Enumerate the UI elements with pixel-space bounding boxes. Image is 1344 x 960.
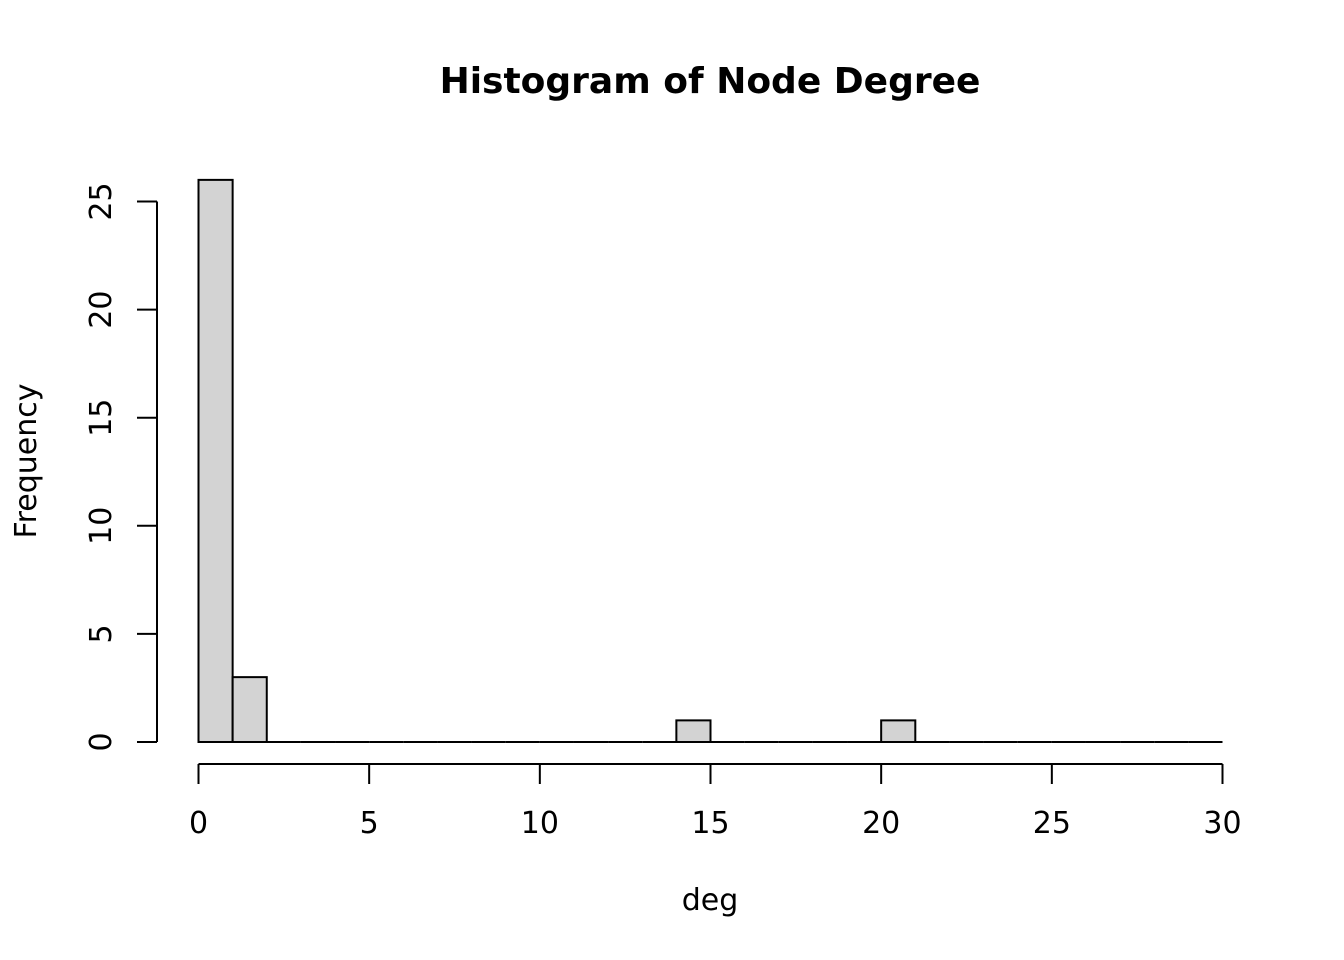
histogram-bar	[675, 719, 712, 744]
histogram-bar	[197, 178, 234, 743]
y-tick-label: 25	[84, 182, 119, 220]
y-tick-label: 0	[84, 732, 119, 751]
chart-title: Histogram of Node Degree	[440, 61, 981, 102]
x-tick-label: 15	[691, 806, 729, 841]
histogram-bar	[880, 719, 917, 744]
x-tick-label: 30	[1203, 806, 1241, 841]
y-axis: 0 5 10 15 20 25	[84, 182, 158, 752]
x-axis-label: deg	[682, 883, 739, 918]
histogram-bar	[231, 676, 268, 744]
x-tick-label: 10	[521, 806, 559, 841]
x-axis: 0 5 10 15 20 25 30	[189, 763, 1242, 841]
y-tick-label: 5	[84, 624, 119, 643]
x-tick-label: 25	[1033, 806, 1071, 841]
y-tick-label: 20	[84, 291, 119, 329]
y-tick-label: 15	[84, 399, 119, 437]
x-tick-label: 20	[862, 806, 900, 841]
y-axis-label: Frequency	[9, 384, 44, 539]
bars-group	[197, 178, 1223, 744]
x-tick-label: 0	[189, 806, 208, 841]
y-tick-label: 10	[84, 507, 119, 545]
x-tick-label: 5	[360, 806, 379, 841]
